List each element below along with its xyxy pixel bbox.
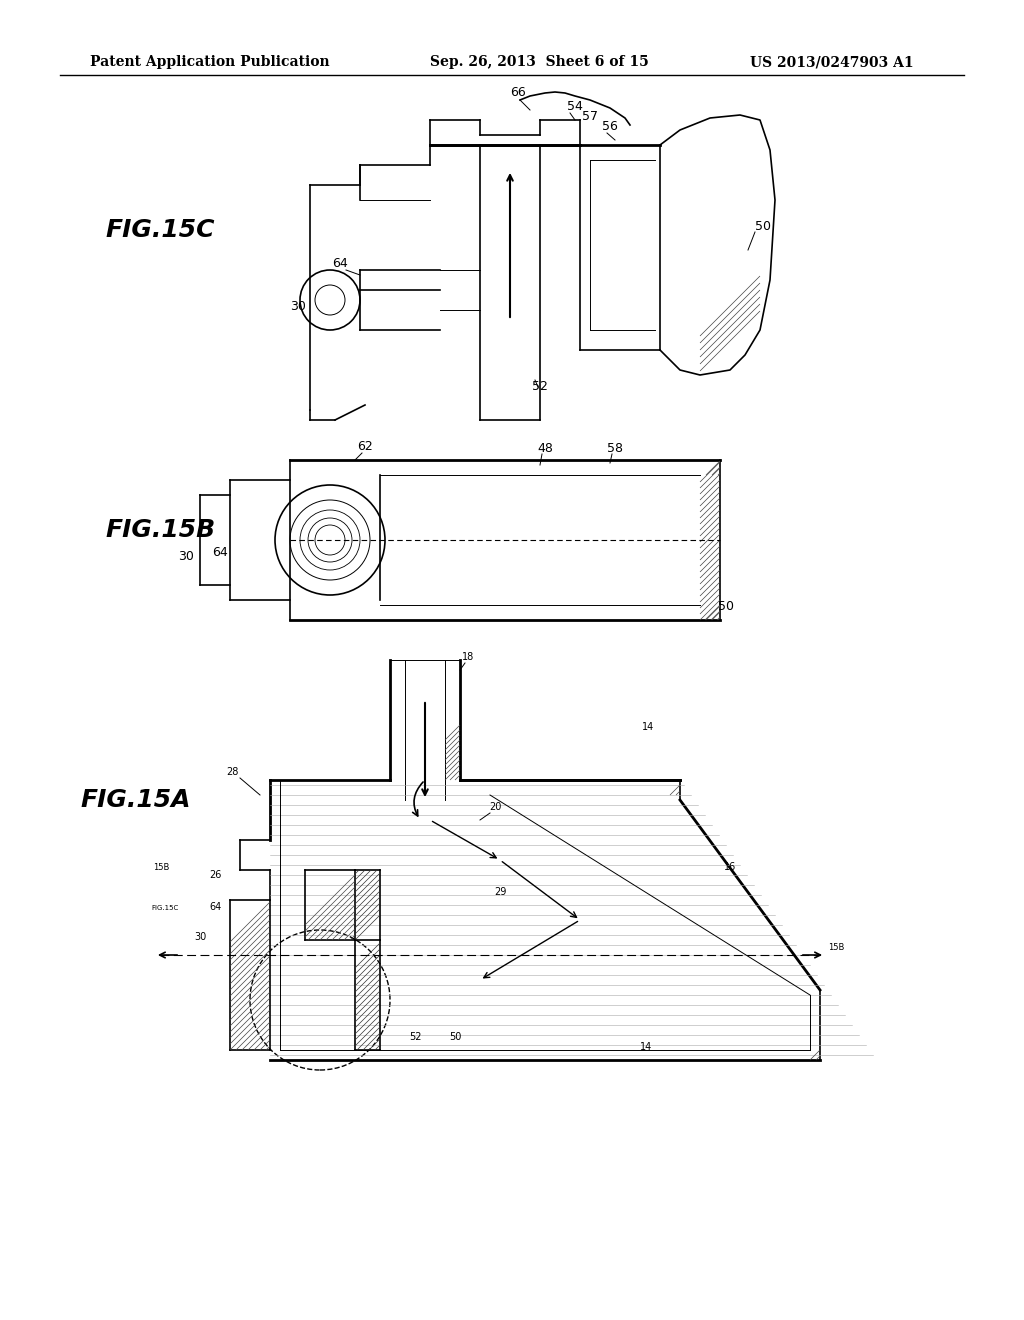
Text: 30: 30 [194, 932, 206, 942]
Text: 18: 18 [462, 652, 474, 663]
Text: 26: 26 [209, 870, 221, 880]
Text: 64: 64 [332, 257, 348, 271]
Text: FIG.15B: FIG.15B [105, 517, 215, 543]
Text: US 2013/0247903 A1: US 2013/0247903 A1 [750, 55, 913, 69]
Text: 14: 14 [642, 722, 654, 733]
Text: 29: 29 [494, 887, 506, 898]
Text: FIG.15A: FIG.15A [80, 788, 190, 812]
Text: FIG.15C: FIG.15C [152, 906, 178, 911]
Text: FIG.15C: FIG.15C [105, 218, 214, 242]
Text: 58: 58 [607, 442, 623, 455]
Text: Patent Application Publication: Patent Application Publication [90, 55, 330, 69]
Text: 66: 66 [510, 86, 526, 99]
Text: 15B: 15B [827, 942, 844, 952]
Text: 28: 28 [226, 767, 239, 777]
Text: 52: 52 [532, 380, 548, 393]
Text: 50: 50 [718, 601, 734, 612]
Text: 14: 14 [640, 1041, 652, 1052]
Text: 57: 57 [582, 110, 598, 123]
Text: 64: 64 [212, 546, 228, 558]
Text: 30: 30 [290, 300, 306, 313]
Text: 64: 64 [209, 902, 221, 912]
Text: 54: 54 [567, 100, 583, 114]
Text: 20: 20 [488, 803, 501, 812]
Text: 62: 62 [357, 440, 373, 453]
Text: 52: 52 [409, 1032, 421, 1041]
Text: 50: 50 [755, 220, 771, 234]
Text: Sep. 26, 2013  Sheet 6 of 15: Sep. 26, 2013 Sheet 6 of 15 [430, 55, 649, 69]
Text: 48: 48 [537, 442, 553, 455]
Text: 15B: 15B [153, 863, 169, 873]
Text: 16: 16 [724, 862, 736, 873]
Text: 50: 50 [449, 1032, 461, 1041]
Text: 30: 30 [178, 550, 194, 564]
Text: 56: 56 [602, 120, 617, 133]
